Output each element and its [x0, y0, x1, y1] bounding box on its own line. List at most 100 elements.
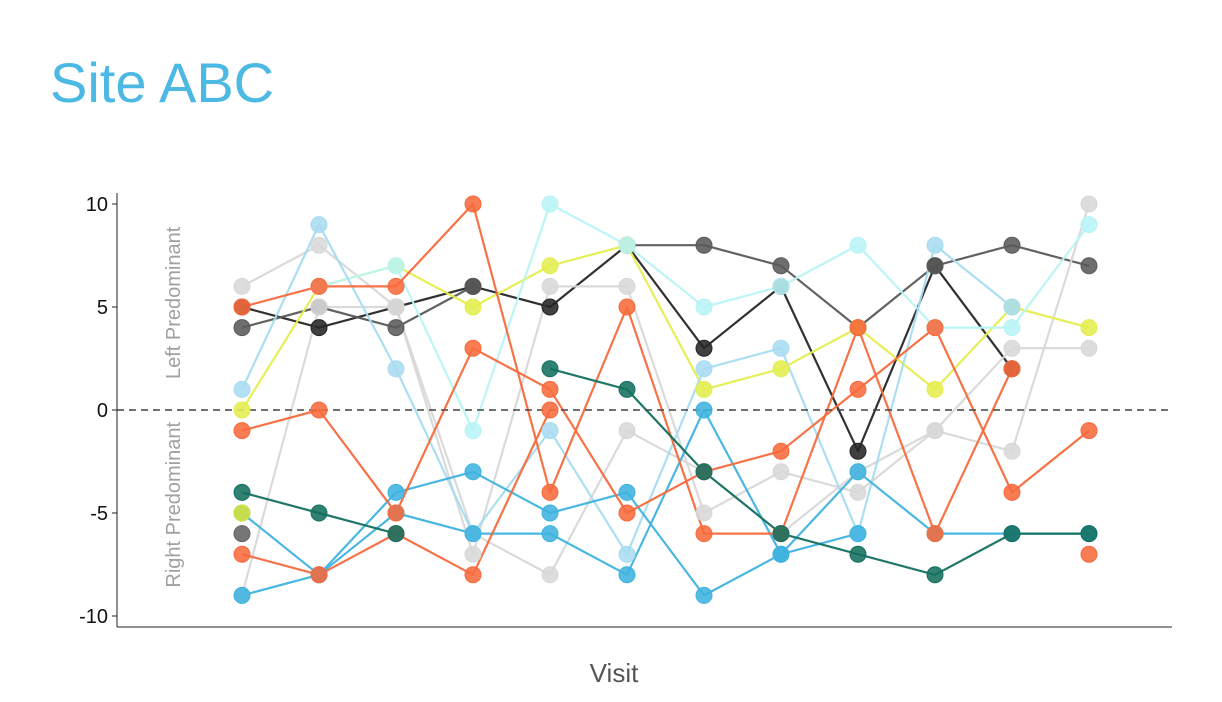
- data-point: [772, 545, 790, 563]
- data-point: [926, 566, 944, 584]
- data-point: [310, 298, 328, 316]
- data-point: [849, 463, 867, 481]
- data-point: [772, 257, 790, 275]
- data-point: [541, 566, 559, 584]
- data-point: [695, 586, 713, 604]
- data-point: [387, 319, 405, 337]
- data-point: [1003, 319, 1021, 337]
- y-tick-label: -5: [90, 503, 108, 525]
- data-point: [926, 319, 944, 337]
- data-point: [849, 236, 867, 254]
- data-point: [233, 422, 251, 440]
- data-point: [926, 380, 944, 398]
- data-point: [233, 483, 251, 501]
- data-point: [618, 483, 636, 501]
- data-point: [926, 422, 944, 440]
- data-point: [233, 319, 251, 337]
- data-point: [541, 195, 559, 213]
- points-layer: [233, 195, 1098, 604]
- data-point: [310, 401, 328, 419]
- data-point: [541, 483, 559, 501]
- data-point: [233, 298, 251, 316]
- data-point: [695, 380, 713, 398]
- data-point: [233, 525, 251, 543]
- data-point: [772, 442, 790, 460]
- series-line: [241, 203, 1091, 556]
- data-point: [464, 545, 482, 563]
- data-point: [1080, 216, 1098, 234]
- data-point: [618, 504, 636, 522]
- data-point: [772, 463, 790, 481]
- data-point: [233, 401, 251, 419]
- data-point: [1003, 442, 1021, 460]
- data-point: [541, 360, 559, 378]
- data-point: [541, 277, 559, 295]
- data-point: [695, 504, 713, 522]
- series-line: [241, 285, 474, 329]
- data-point: [695, 525, 713, 543]
- y-axis-label-left-predominant: Left Predominant: [163, 226, 185, 379]
- series-line: [240, 305, 1089, 596]
- data-point: [618, 236, 636, 254]
- data-point: [387, 298, 405, 316]
- data-point: [772, 525, 790, 543]
- x-axis-label: Visit: [590, 658, 639, 688]
- y-tick-label: 5: [97, 297, 108, 319]
- data-point: [541, 401, 559, 419]
- data-point: [310, 319, 328, 337]
- data-point: [464, 339, 482, 357]
- data-point: [541, 298, 559, 316]
- data-point: [695, 339, 713, 357]
- data-point: [695, 298, 713, 316]
- y-axis-ticks: 10 5 0 -5 -10: [79, 194, 117, 628]
- data-point: [541, 380, 559, 398]
- data-point: [310, 566, 328, 584]
- data-point: [1080, 257, 1098, 275]
- data-point: [310, 277, 328, 295]
- data-point: [849, 545, 867, 563]
- data-point: [926, 525, 944, 543]
- data-point: [1003, 525, 1021, 543]
- data-point: [464, 298, 482, 316]
- data-point: [464, 463, 482, 481]
- data-point: [695, 236, 713, 254]
- data-point: [310, 236, 328, 254]
- data-point: [926, 257, 944, 275]
- data-point: [849, 442, 867, 460]
- data-point: [233, 504, 251, 522]
- data-point: [464, 422, 482, 440]
- data-point: [1080, 339, 1098, 357]
- data-point: [1003, 483, 1021, 501]
- data-point: [387, 257, 405, 275]
- data-point: [849, 319, 867, 337]
- data-point: [464, 525, 482, 543]
- data-point: [233, 277, 251, 295]
- data-point: [233, 380, 251, 398]
- y-axis-label-right-predominant: Right Predominant: [163, 422, 185, 588]
- data-point: [695, 463, 713, 481]
- series-line: [549, 367, 1089, 576]
- data-point: [464, 566, 482, 584]
- data-point: [1080, 545, 1098, 563]
- series-line: [241, 326, 1090, 515]
- y-tick-label: -10: [79, 606, 108, 628]
- data-point: [618, 566, 636, 584]
- data-point: [1003, 236, 1021, 254]
- series-line: [627, 244, 1090, 329]
- data-point: [1003, 298, 1021, 316]
- series-layer: [240, 202, 1091, 597]
- data-point: [464, 195, 482, 213]
- data-point: [772, 339, 790, 357]
- data-point: [849, 380, 867, 398]
- data-point: [387, 483, 405, 501]
- chart-title: Site ABC: [50, 51, 275, 114]
- data-point: [772, 277, 790, 295]
- data-point: [618, 380, 636, 398]
- data-point: [387, 277, 405, 295]
- data-point: [695, 401, 713, 419]
- data-point: [772, 360, 790, 378]
- data-point: [310, 216, 328, 234]
- data-point: [1080, 319, 1098, 337]
- data-point: [387, 504, 405, 522]
